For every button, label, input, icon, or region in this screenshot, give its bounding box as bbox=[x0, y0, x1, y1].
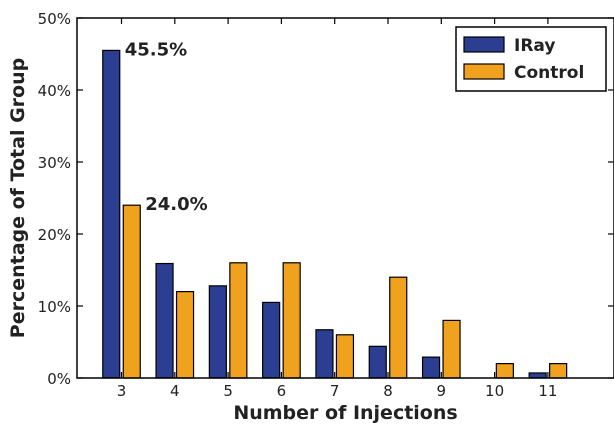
bar-iray-3 bbox=[102, 49, 121, 379]
bar-control-10 bbox=[495, 363, 514, 379]
annotation-layer: 45.5% 24.0% bbox=[125, 39, 208, 215]
bar-control-7 bbox=[335, 334, 355, 379]
legend-label-iray: IRay bbox=[514, 36, 555, 56]
legend-swatch-control bbox=[463, 63, 505, 80]
bar-control-6 bbox=[282, 262, 301, 379]
ticks-layer: 0% 10% 20% 30% 40% 50% 3 4 5 6 7 8 9 10 11 bbox=[38, 10, 614, 400]
x-tick-label: 11 bbox=[538, 382, 557, 400]
bar-iray-8 bbox=[368, 345, 387, 379]
x-tick-label: 7 bbox=[330, 382, 340, 400]
y-tick-label: 0% bbox=[47, 370, 71, 388]
bar-iray-5 bbox=[208, 285, 227, 379]
x-axis-title: Number of Injections bbox=[233, 402, 457, 424]
bar-iray-7 bbox=[315, 329, 334, 379]
bar-control-5 bbox=[229, 262, 248, 379]
y-tick-label: 10% bbox=[38, 298, 71, 316]
x-tick-label: 6 bbox=[277, 382, 287, 400]
bar-control-4 bbox=[175, 291, 195, 379]
y-tick-label: 30% bbox=[38, 154, 71, 172]
bar-control-11 bbox=[549, 363, 568, 379]
x-tick-label: 8 bbox=[383, 382, 393, 400]
bar-iray-6 bbox=[262, 301, 281, 379]
plot-frame bbox=[76, 17, 614, 379]
bar-iray-9 bbox=[421, 356, 441, 379]
legend: IRay Control bbox=[455, 26, 607, 92]
bar-control-3 bbox=[122, 204, 141, 379]
x-tick-label: 5 bbox=[223, 382, 233, 400]
y-tick-label: 50% bbox=[38, 10, 71, 28]
x-tick-label: 4 bbox=[170, 382, 180, 400]
y-tick-label: 20% bbox=[38, 226, 71, 244]
bar-control-8 bbox=[389, 276, 408, 379]
y-axis-title: Percentage of Total Group bbox=[7, 58, 29, 338]
bar-iray-11 bbox=[528, 372, 547, 379]
x-tick-label: 9 bbox=[437, 382, 447, 400]
bars-layer bbox=[102, 49, 568, 379]
bar-iray-4 bbox=[155, 262, 174, 379]
x-tick-label: 3 bbox=[117, 382, 127, 400]
annotation-label: 45.5% bbox=[125, 39, 187, 60]
legend-swatch-iray bbox=[463, 36, 505, 53]
legend-label-control: Control bbox=[514, 63, 584, 83]
bar-control-9 bbox=[442, 319, 461, 379]
x-tick-label: 10 bbox=[485, 382, 504, 400]
y-tick-label: 40% bbox=[38, 82, 71, 100]
annotation-label: 24.0% bbox=[145, 194, 207, 215]
